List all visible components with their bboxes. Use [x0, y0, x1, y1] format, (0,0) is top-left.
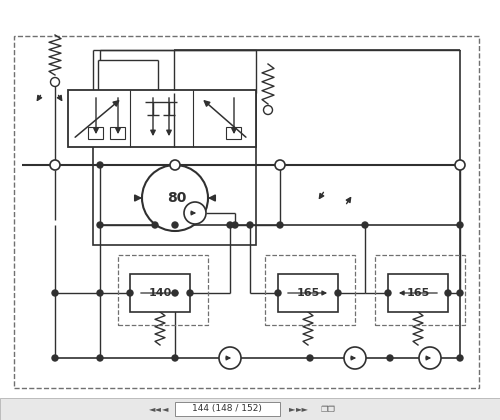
Circle shape: [457, 290, 463, 296]
Circle shape: [307, 355, 313, 361]
Bar: [14, 36, 479, 388]
Circle shape: [232, 222, 238, 228]
Circle shape: [457, 222, 463, 228]
Circle shape: [387, 355, 393, 361]
Bar: [226, 127, 241, 139]
Circle shape: [187, 290, 193, 296]
Circle shape: [277, 222, 283, 228]
Circle shape: [152, 222, 158, 228]
Circle shape: [419, 347, 441, 369]
Circle shape: [385, 290, 391, 296]
Circle shape: [97, 355, 103, 361]
Bar: [375, 255, 465, 325]
Circle shape: [344, 347, 366, 369]
Text: 165: 165: [406, 288, 430, 298]
Circle shape: [50, 78, 59, 87]
Circle shape: [275, 160, 285, 170]
Bar: [110, 127, 125, 139]
Bar: [265, 255, 355, 325]
Circle shape: [142, 165, 208, 231]
Bar: [68, 90, 256, 147]
Text: ❐❐: ❐❐: [320, 404, 336, 414]
Circle shape: [457, 355, 463, 361]
Circle shape: [97, 162, 103, 168]
Circle shape: [50, 160, 60, 170]
Circle shape: [335, 290, 341, 296]
Bar: [130, 274, 190, 312]
Text: 144 (148 / 152): 144 (148 / 152): [192, 404, 262, 414]
Bar: [88, 127, 103, 139]
Circle shape: [172, 355, 178, 361]
Bar: [175, 402, 280, 416]
Text: ◄: ◄: [162, 404, 168, 414]
Circle shape: [127, 290, 133, 296]
Circle shape: [172, 290, 178, 296]
Bar: [278, 274, 338, 312]
Text: 140: 140: [148, 288, 172, 298]
Circle shape: [264, 105, 272, 115]
Circle shape: [247, 222, 253, 228]
Circle shape: [219, 347, 241, 369]
Circle shape: [97, 222, 103, 228]
Bar: [0, 398, 500, 420]
Circle shape: [362, 222, 368, 228]
Circle shape: [184, 202, 206, 224]
Circle shape: [97, 290, 103, 296]
Bar: [93, 93, 256, 245]
Text: 80: 80: [168, 191, 186, 205]
Circle shape: [172, 222, 178, 228]
Text: ►►: ►►: [296, 404, 308, 414]
Bar: [388, 274, 448, 312]
Circle shape: [52, 355, 58, 361]
Circle shape: [170, 160, 180, 170]
Circle shape: [275, 290, 281, 296]
Text: ►: ►: [289, 404, 295, 414]
Circle shape: [455, 160, 465, 170]
Bar: [118, 255, 208, 325]
Circle shape: [227, 222, 233, 228]
Text: ◄◄: ◄◄: [148, 404, 162, 414]
Circle shape: [52, 290, 58, 296]
Circle shape: [445, 290, 451, 296]
Text: 165: 165: [296, 288, 320, 298]
